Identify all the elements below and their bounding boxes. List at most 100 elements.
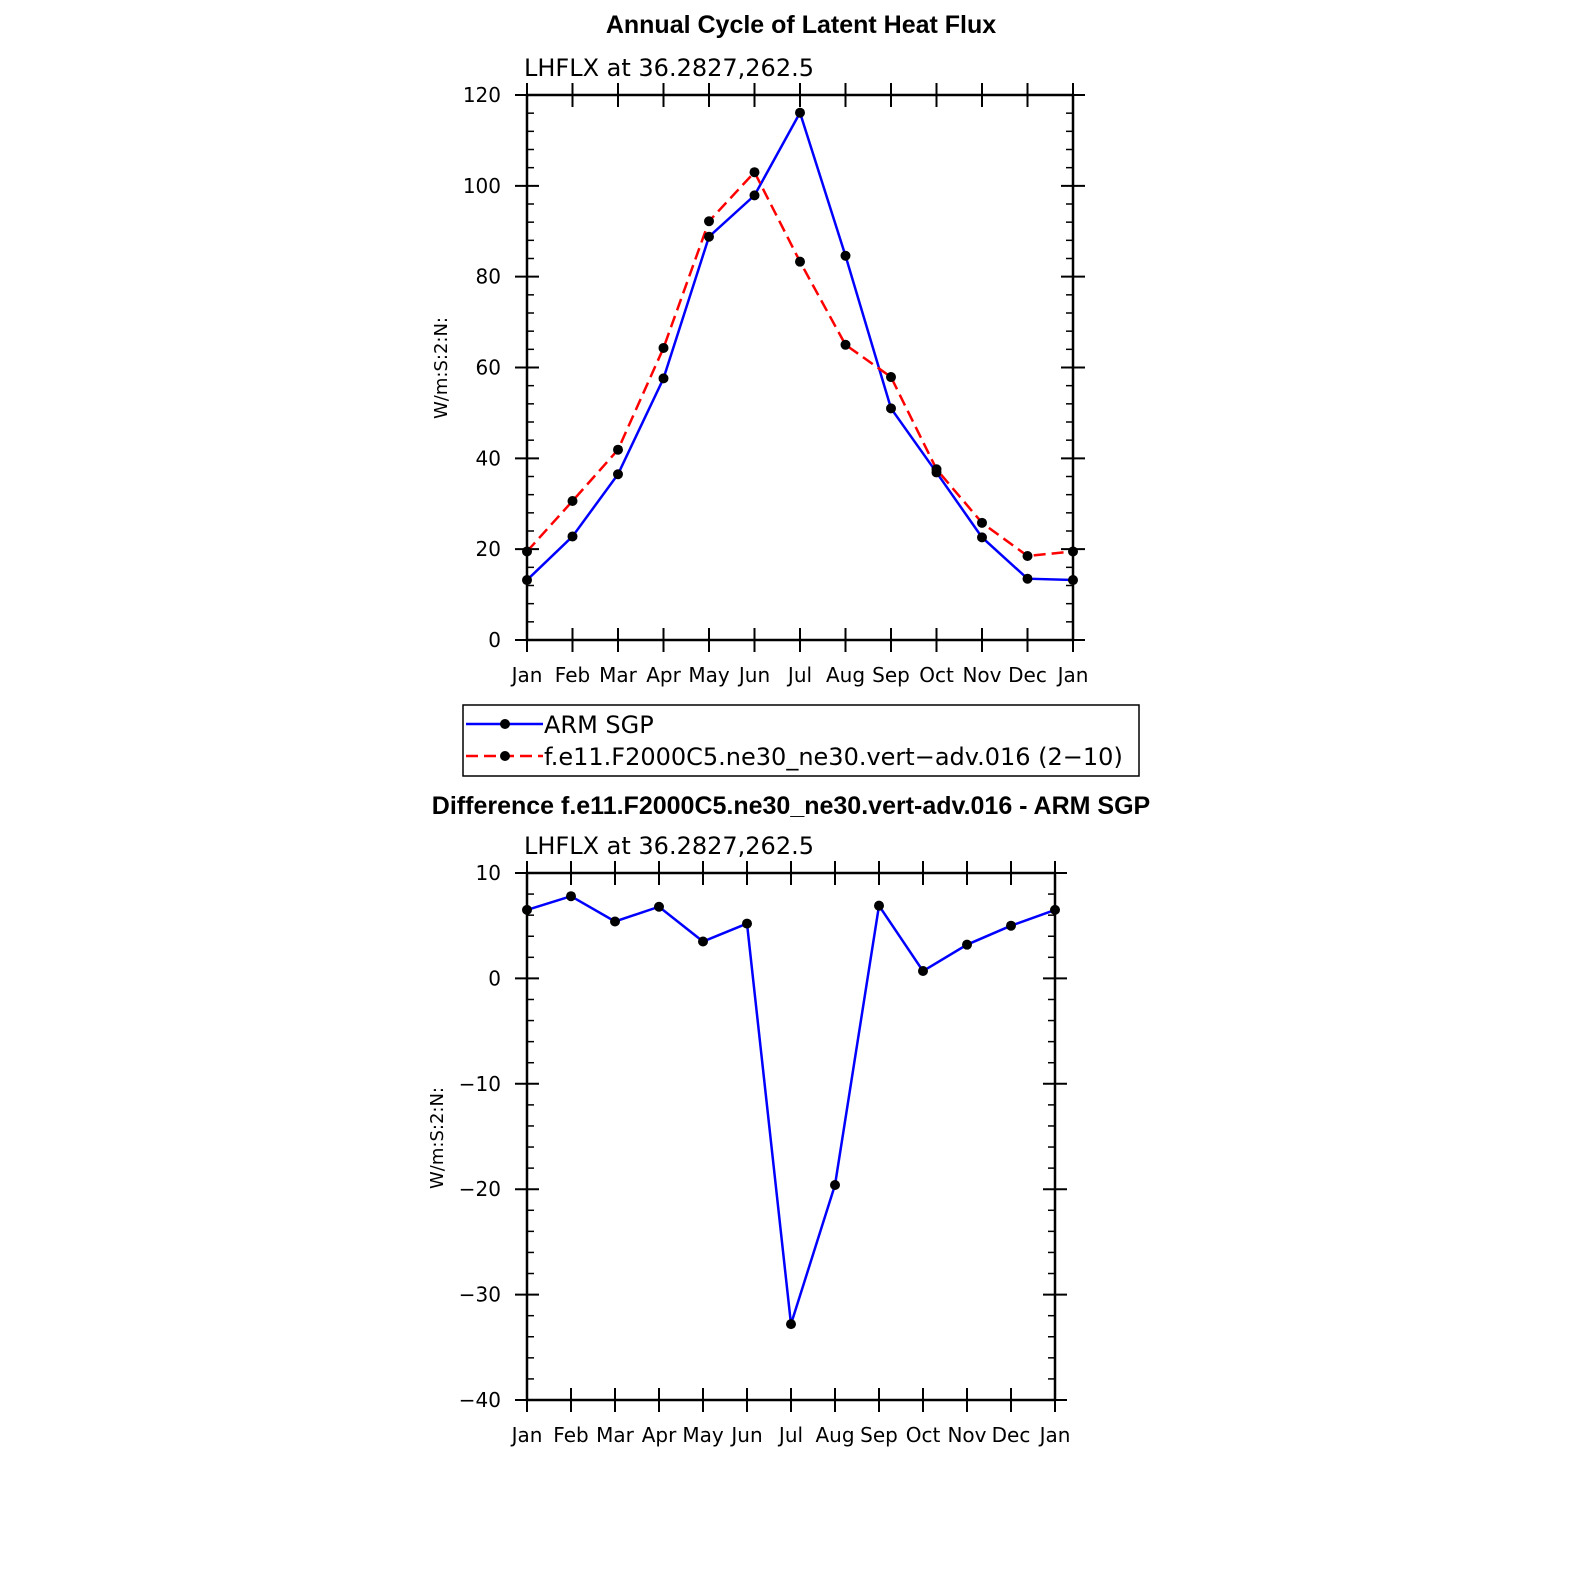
data-point-s0-3 — [658, 373, 669, 384]
x-tick-label: Aug — [815, 1423, 854, 1447]
x-tick-label: Nov — [962, 663, 1001, 687]
data-point-s0-2 — [610, 916, 620, 927]
data-point-s1-9 — [931, 464, 942, 475]
data-point-s0-7 — [840, 250, 851, 261]
chart-subtitle: LHFLX at 36.2827,262.5 — [524, 832, 814, 860]
data-point-s1-8 — [886, 372, 896, 383]
x-tick-label: Sep — [860, 1423, 898, 1447]
y-tick-label: 80 — [476, 265, 501, 289]
series-line-0 — [526, 894, 1056, 1325]
x-tick-label: Apr — [646, 663, 681, 687]
data-point-s0-1 — [567, 531, 578, 542]
y-tick-label: 100 — [463, 174, 501, 198]
y-tick-label: 40 — [476, 446, 501, 470]
legend-label-model: f.e11.F2000C5.ne30_ne30.vert−adv.016 (2−… — [544, 743, 1123, 771]
data-point-s1-12 — [1068, 546, 1078, 557]
series-line-1 — [526, 170, 1074, 558]
x-tick-label: Jan — [1038, 1423, 1071, 1447]
y-tick-label: −30 — [459, 1283, 501, 1307]
data-point-s1-5 — [749, 167, 760, 178]
series-layer — [522, 107, 1078, 586]
y-axis-label: W/m:S:2:N: — [431, 317, 452, 419]
x-tick-label: Jan — [510, 663, 543, 687]
data-point-s1-2 — [613, 444, 623, 455]
legend-marker-model — [500, 751, 510, 761]
chart-title: Annual Cycle of Latent Heat Flux — [606, 11, 996, 39]
legend-label-arm-sgp: ARM SGP — [544, 711, 654, 739]
plot-border — [525, 93, 1075, 642]
y-tick-label: 10 — [476, 861, 501, 885]
data-point-s0-7 — [830, 1179, 840, 1190]
data-point-s0-3 — [654, 901, 664, 912]
y-tick-label: −20 — [459, 1177, 501, 1201]
series-layer — [522, 891, 1060, 1330]
data-point-s1-11 — [1022, 550, 1033, 561]
difference-chart: Difference f.e11.F2000C5.ne30_ne30.vert-… — [427, 792, 1150, 1447]
data-point-s0-5 — [749, 190, 760, 201]
legend-box — [462, 704, 1140, 777]
data-point-s0-10 — [962, 939, 972, 950]
x-tick-label: Aug — [826, 663, 865, 687]
y-tick-label: 120 — [463, 83, 501, 107]
data-point-s1-6 — [795, 256, 805, 267]
x-tick-label: Sep — [872, 663, 910, 687]
data-point-s0-11 — [1006, 920, 1016, 931]
x-tick-label: Oct — [906, 1423, 941, 1447]
x-tick-label: Dec — [992, 1423, 1031, 1447]
data-point-s0-9 — [918, 966, 928, 977]
data-point-s0-0 — [522, 575, 532, 586]
data-point-s1-7 — [840, 339, 851, 350]
x-tick-label: Jan — [510, 1423, 543, 1447]
data-point-s0-5 — [742, 918, 752, 929]
y-tick-label: 60 — [476, 356, 501, 380]
data-point-s0-11 — [1022, 573, 1033, 584]
data-point-s0-4 — [704, 231, 714, 242]
axis-ticks — [515, 83, 1085, 652]
legend: ARM SGP f.e11.F2000C5.ne30_ne30.vert−adv… — [462, 704, 1140, 777]
data-point-s0-0 — [522, 904, 532, 915]
data-point-s0-12 — [1068, 575, 1078, 586]
axis-ticks — [515, 861, 1067, 1412]
data-point-s0-2 — [613, 469, 623, 480]
x-tick-label: Oct — [919, 663, 954, 687]
series-line-0 — [526, 109, 1074, 582]
data-point-s0-6 — [786, 1319, 796, 1330]
data-point-s1-10 — [977, 517, 987, 528]
y-tick-label: 20 — [476, 537, 501, 561]
data-point-s0-10 — [977, 532, 987, 543]
legend-marker-arm-sgp — [500, 719, 510, 729]
y-tick-label: −10 — [459, 1072, 501, 1096]
y-tick-label: −40 — [459, 1388, 501, 1412]
x-tick-label: Mar — [599, 663, 638, 687]
data-point-s1-1 — [567, 496, 578, 507]
data-point-s0-4 — [698, 936, 708, 947]
x-tick-label: Jun — [737, 663, 770, 687]
tick-labels: Jan Feb Mar Apr May Jun Jul Aug Sep Oct Nov Dec Jan−… — [459, 861, 1071, 1447]
data-point-s0-6 — [795, 107, 805, 118]
y-tick-label: 0 — [488, 966, 501, 990]
data-point-s0-8 — [874, 900, 884, 911]
x-tick-label: Dec — [1008, 663, 1047, 687]
y-axis-label: W/m:S:2:N: — [427, 1087, 448, 1189]
data-point-s0-12 — [1050, 904, 1060, 915]
x-tick-label: Jun — [729, 1423, 762, 1447]
x-tick-label: Nov — [947, 1423, 986, 1447]
data-point-s1-0 — [522, 546, 532, 557]
data-point-s1-4 — [704, 216, 714, 227]
x-tick-label: Mar — [596, 1423, 635, 1447]
x-tick-label: Jul — [777, 1423, 803, 1447]
plot-frame — [525, 93, 1075, 642]
x-tick-label: May — [682, 1423, 724, 1447]
chart-subtitle: LHFLX at 36.2827,262.5 — [524, 54, 814, 82]
x-tick-label: Feb — [553, 1423, 588, 1447]
x-tick-label: Jan — [1056, 663, 1089, 687]
x-tick-label: Feb — [555, 663, 590, 687]
tick-labels: Jan Feb Mar Apr May Jun Jul Aug Sep Oct Nov Dec Jan 0… — [463, 83, 1089, 687]
y-tick-label: 0 — [488, 628, 501, 652]
data-point-s0-1 — [566, 891, 576, 902]
x-tick-label: Apr — [642, 1423, 677, 1447]
data-point-s1-3 — [658, 342, 669, 353]
annual-cycle-chart: Annual Cycle of Latent Heat Flux LHFLX a… — [431, 11, 1088, 687]
x-tick-label: Jul — [786, 663, 812, 687]
